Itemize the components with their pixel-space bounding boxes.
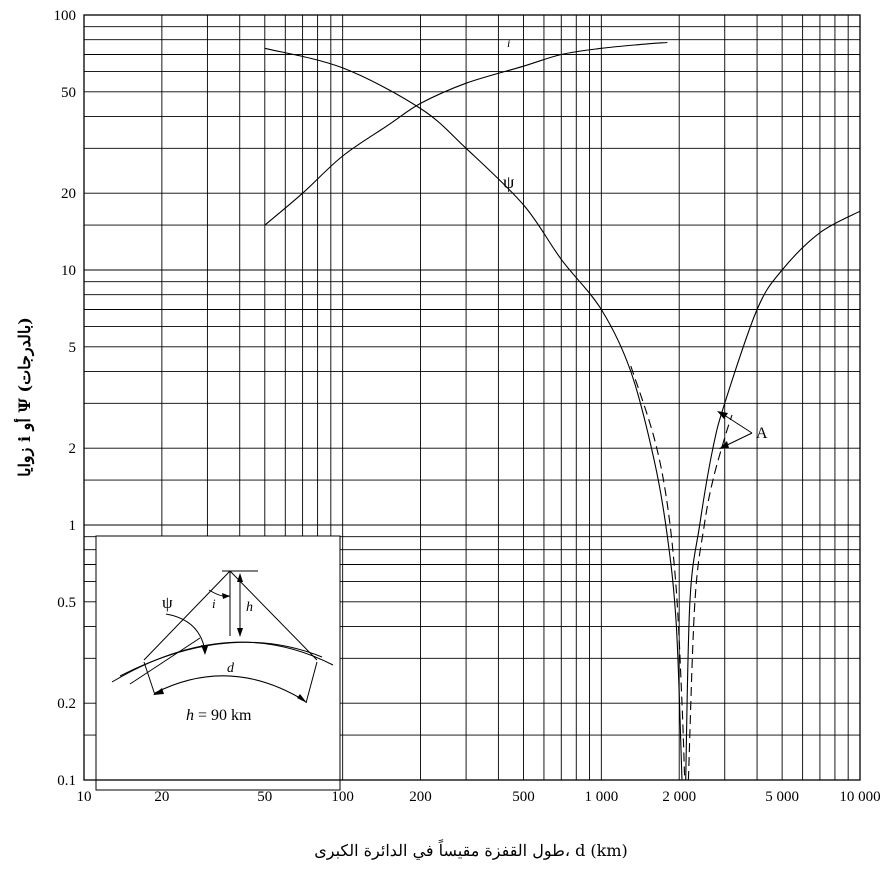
y-tick-label: 0.1 (57, 773, 76, 789)
annotation-a-arrowhead-2 (719, 441, 729, 449)
inset-i-label: i (212, 596, 216, 611)
inset-i-arrowhead (222, 593, 230, 599)
inset-caption-value: = 90 km (194, 707, 252, 724)
y-axis-title: زوايا i أو Ψ (بالدرجات) (13, 317, 35, 477)
y-tick-label: 2 (69, 441, 77, 457)
x-tick-label: 10 000 (839, 789, 880, 805)
series-lines (264, 41, 861, 781)
annotation-a: A (717, 411, 768, 449)
geometry-inset: ψ i h d h = 90 km (95, 535, 341, 791)
x-tick-label: 1 000 (584, 789, 618, 805)
inset-psi-arrowhead (201, 645, 208, 655)
annotation-a-label: A (756, 425, 768, 442)
x-axis-title: طول القفزة مقيساً في الدائرة الكبرى، d (… (314, 838, 628, 860)
inset-ray-left (143, 570, 231, 661)
y-tick-label: 0.5 (57, 595, 76, 611)
y-tick-label: 20 (61, 186, 76, 202)
inset-caption-h: h (186, 707, 194, 724)
inset-d-arrow-right (297, 694, 307, 703)
inset-h-arrow-up (237, 573, 243, 582)
x-tick-label: 5 000 (765, 789, 799, 805)
x-tick-label: 10 (77, 789, 92, 805)
curve-label-i: i (507, 36, 510, 50)
y-tick-label: 0.2 (57, 696, 76, 712)
y-tick-label: 100 (54, 8, 77, 24)
inset-d-arc (154, 675, 306, 702)
y-tick-label: 1 (69, 518, 77, 534)
x-tick-label: 20 (154, 789, 169, 805)
inset-earth-arc-inner (119, 641, 323, 677)
x-tick-label: 50 (257, 789, 272, 805)
plot-frame (83, 14, 861, 781)
series-line-psi (264, 47, 683, 781)
x-tick-label: 500 (512, 789, 535, 805)
inset-h-arrow-down (237, 628, 243, 637)
series-line-i (264, 41, 668, 226)
series-line-3 (630, 365, 686, 781)
inset-ray-right (229, 570, 318, 661)
x-tick-label: 100 (331, 789, 354, 805)
inset-d-label: d (227, 661, 235, 676)
y-tick-label: 50 (61, 85, 76, 101)
tick-labels: 10 20 50 100 200 500 1 000 2 000 5 000 10 000 0.1 0… (54, 8, 881, 805)
y-tick-label: 10 (61, 263, 76, 279)
inset-caption: h = 90 km (186, 707, 252, 724)
curve-label-psi: ψ (503, 172, 515, 192)
annotation-a-arrowhead-1 (717, 411, 728, 419)
inset-background (95, 535, 341, 791)
series-line-4 (687, 414, 733, 781)
inset-tangent (129, 637, 201, 685)
annotation-a-leader-1 (720, 412, 753, 434)
series-line-2 (685, 210, 861, 781)
x-tick-label: 2 000 (662, 789, 696, 805)
inset-d-arrow-left (153, 688, 164, 695)
inset-psi-label: ψ (162, 593, 173, 612)
inset-d-extension-right (305, 661, 318, 704)
inset-h-label: h (246, 600, 253, 615)
gridlines (84, 15, 860, 780)
y-tick-label: 5 (69, 340, 77, 356)
x-tick-label: 200 (409, 789, 432, 805)
inset-d-extension-left (143, 661, 156, 696)
